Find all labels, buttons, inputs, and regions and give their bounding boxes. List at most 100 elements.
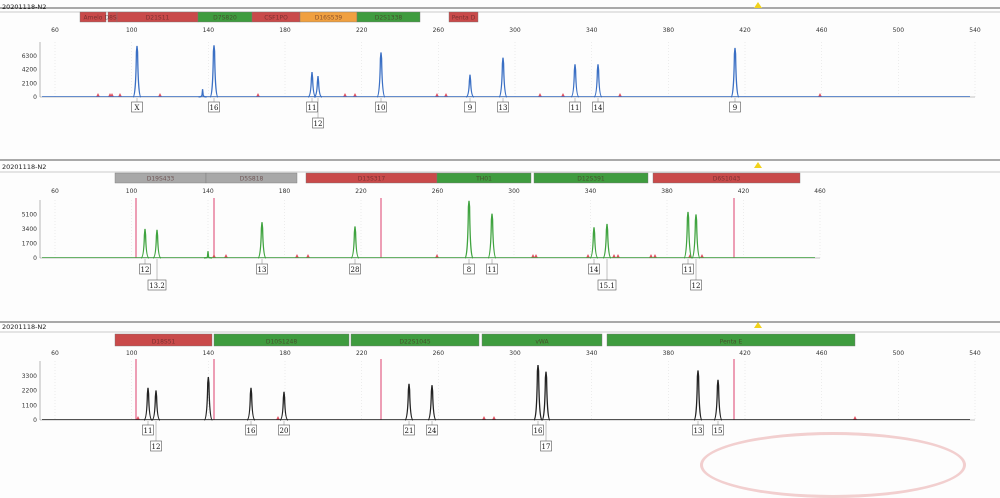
marker-triangle-icon [754, 322, 762, 328]
x-tick-label: 500 [893, 350, 905, 357]
allele-box [486, 263, 498, 275]
locus-label: CSF1PO [264, 15, 288, 22]
allele-label: 13 [694, 427, 703, 435]
trace-peak [589, 227, 599, 259]
trace-peak [307, 72, 317, 98]
x-tick-label: 340 [586, 350, 598, 357]
allele-box [464, 101, 476, 113]
allele-box [256, 263, 268, 275]
locus-bar [436, 172, 532, 184]
baseline-marker [534, 254, 538, 258]
trace-peak [570, 64, 580, 98]
trace-peak [376, 52, 386, 98]
x-tick-label: 540 [969, 350, 981, 357]
x-tick-label: 460 [816, 27, 828, 34]
baseline-marker [96, 93, 100, 97]
baseline-marker [561, 93, 565, 97]
x-tick-label: 260 [433, 27, 445, 34]
x-tick-label: 100 [126, 350, 138, 357]
allele-box [375, 101, 387, 113]
locus-label: D6S1043 [713, 176, 741, 183]
allele-label: 14 [594, 104, 603, 112]
allele-label: 12 [141, 266, 150, 274]
locus-bar [448, 11, 479, 23]
trace-peak [683, 211, 693, 259]
allele-box [306, 101, 318, 113]
allele-box [426, 424, 438, 436]
y-tick-label: 3300 [22, 373, 37, 380]
allele-box [690, 279, 702, 291]
allele-label: 11 [488, 266, 497, 274]
baseline-marker [612, 254, 616, 258]
trace-peak [593, 64, 603, 98]
sample-label: 20201118-N2 [2, 163, 46, 171]
x-tick-label: 60 [51, 350, 59, 357]
locus-label: Penta E [720, 339, 743, 346]
allele-label: 13.2 [149, 282, 165, 290]
allele-label: 8 [467, 266, 471, 274]
x-tick-label: 180 [279, 350, 291, 357]
y-tick-label: 6300 [22, 53, 37, 60]
x-tick-label: 460 [814, 188, 826, 195]
x-tick-label: 220 [355, 188, 367, 195]
locus-bar [350, 333, 480, 347]
locus-label: D21S11 [146, 15, 170, 22]
baseline-marker [212, 254, 216, 258]
allele-box [131, 101, 143, 113]
locus-label: Amelo [84, 15, 103, 22]
x-tick-label: 300 [508, 188, 520, 195]
allele-label: 15.1 [599, 282, 615, 290]
locus-bar [356, 11, 421, 23]
baseline-marker [158, 93, 162, 97]
locus-bar [606, 333, 856, 347]
allele-label: 15 [714, 427, 723, 435]
baseline-marker [586, 254, 590, 258]
y-tick-label: 2200 [22, 388, 37, 395]
x-tick-label: 100 [126, 188, 138, 195]
allele-label: 11 [571, 104, 580, 112]
x-tick-label: 300 [509, 27, 521, 34]
trace-peak [693, 370, 703, 421]
baseline-marker [444, 93, 448, 97]
trace-peak [602, 223, 612, 259]
x-tick-label: 140 [203, 27, 215, 34]
allele-label: 10 [377, 104, 386, 112]
locus-label: D10S1248 [266, 339, 298, 346]
y-tick-label: 3400 [22, 226, 37, 233]
x-tick-label: 380 [661, 188, 673, 195]
locus-label: TH01 [475, 176, 492, 183]
allele-label: 11 [144, 427, 153, 435]
x-tick-label: 380 [663, 350, 675, 357]
locus-label: D16S539 [315, 15, 343, 22]
allele-label: 14 [590, 266, 599, 274]
baseline-marker [616, 254, 620, 258]
allele-label: 9 [733, 104, 737, 112]
allele-label: 9 [468, 104, 472, 112]
x-tick-label: 140 [203, 350, 215, 357]
trace-peak [279, 391, 289, 421]
allele-label: 21 [405, 427, 414, 435]
allele-label: 16 [210, 104, 219, 112]
trace-peak [198, 89, 207, 98]
trace-peak [203, 377, 213, 421]
locus-label: D12S391 [577, 176, 605, 183]
y-tick-label: 5100 [22, 212, 37, 219]
allele-box [729, 101, 741, 113]
trace-peak [152, 229, 162, 259]
marker-triangle-icon [754, 2, 762, 8]
locus-label: D2S1338 [375, 15, 403, 22]
locus-label: D22S1045 [399, 339, 431, 346]
allele-box [497, 101, 509, 113]
allele-box [245, 424, 257, 436]
allele-label: 12 [152, 443, 161, 451]
locus-bar [205, 172, 298, 184]
panel-3: 20201118-N2 D18S51 D10S1248 D22S1045 vWA Pent… [0, 321, 1000, 452]
baseline-marker [492, 416, 496, 420]
allele-label: 16 [247, 427, 256, 435]
trace-peak [427, 385, 437, 421]
baseline-marker [256, 93, 260, 97]
allele-box [692, 424, 704, 436]
allele-box [150, 440, 162, 452]
allele-box [597, 279, 617, 291]
